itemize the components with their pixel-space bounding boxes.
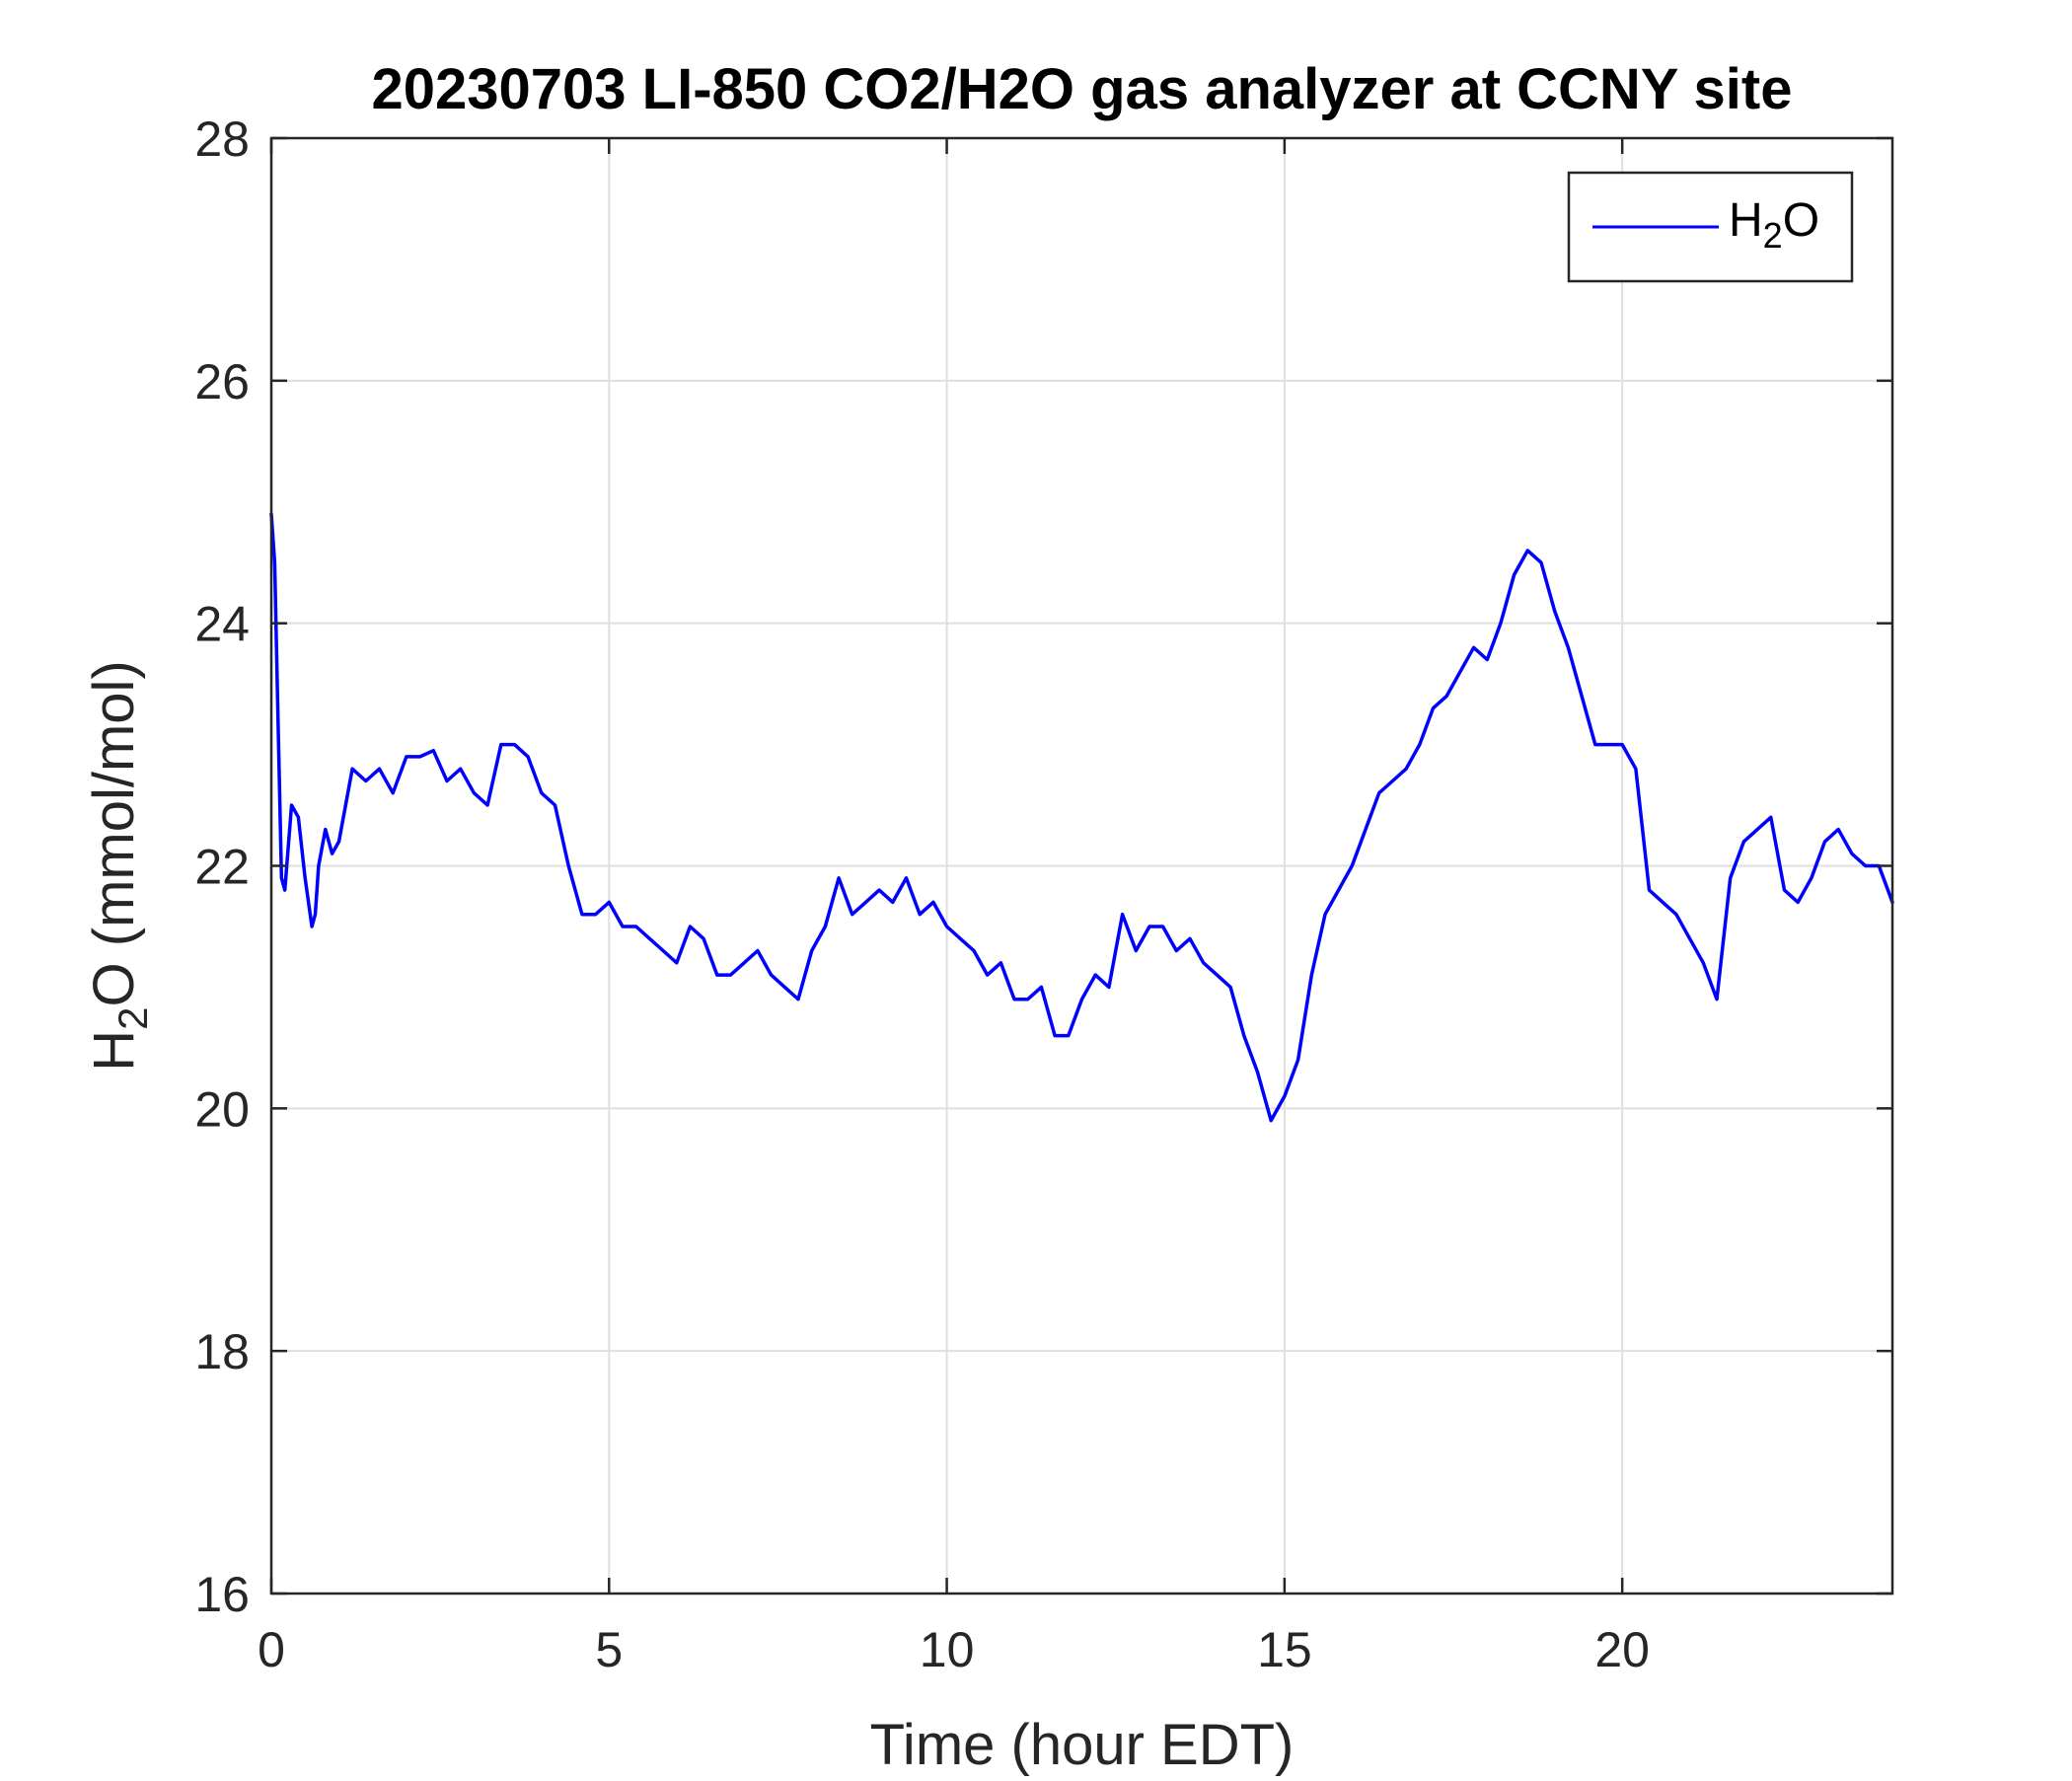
x-tick-label: 20 (1594, 1622, 1650, 1677)
y-axis-tick-labels: 16 18 20 22 24 26 28 (194, 111, 250, 1622)
chart-title: 20230703 LI-850 CO2/H2O gas analyzer at … (371, 57, 1792, 121)
y-tick-label: 24 (194, 597, 250, 652)
legend: H2O (1567, 171, 1854, 283)
legend-entry-h2o: H2O (1729, 194, 1819, 256)
x-axis-label: Time (hour EDT) (870, 1713, 1295, 1776)
y-tick-label: 28 (194, 111, 250, 167)
y-axis-label: H2O (mmol/mol) (82, 660, 156, 1071)
y-tick-label: 22 (194, 840, 250, 895)
y-tick-label: 26 (194, 354, 250, 409)
series-line-h2o (269, 512, 1894, 1123)
legend-entry-subscript: 2 (1763, 215, 1783, 256)
grid-layer (270, 137, 1892, 1595)
y-tick-label: 18 (194, 1324, 250, 1379)
y-axis-label-rest: O (mmol/mol) (82, 660, 146, 1006)
y-axis-label-base: H (82, 1030, 146, 1072)
x-tick-label: 5 (595, 1622, 623, 1677)
y-tick-label: 20 (194, 1081, 250, 1137)
x-axis-tick-labels: 0 5 10 15 20 (258, 1622, 1650, 1677)
x-tick-label: 15 (1257, 1622, 1312, 1677)
x-tick-label: 0 (258, 1622, 285, 1677)
y-tick-label: 16 (194, 1567, 250, 1622)
legend-entry-base: H (1729, 194, 1763, 247)
y-axis-label-subscript: 2 (110, 1006, 156, 1029)
tick-layer (269, 136, 1892, 1595)
series-layer (269, 512, 1894, 1123)
x-tick-label: 10 (920, 1622, 975, 1677)
legend-entry-rest: O (1783, 194, 1819, 247)
